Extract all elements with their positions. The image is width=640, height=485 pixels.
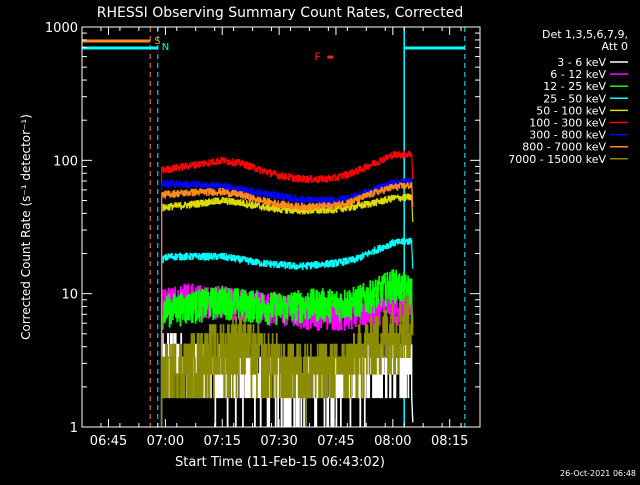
- y-tick-label-100: 100: [53, 154, 78, 169]
- x-tick-label-08-00: 08:00: [374, 434, 411, 449]
- y-axis-ticks: 1 10 100 1000: [45, 21, 480, 436]
- x-axis-ticks: 06:45 07:00 07:15 07:30 07:45 08:00 08:15: [81, 27, 481, 449]
- legend-label-7000-15000-kev: 7000 - 15000 keV: [508, 153, 606, 166]
- series-line-100-300-kev: [161, 150, 414, 427]
- legend-label-3-6-kev: 3 - 6 keV: [557, 56, 606, 69]
- series-line-25-50-kev: [161, 237, 414, 427]
- interval-label-night-1: N: [162, 42, 169, 53]
- x-tick-label-08-15: 08:15: [431, 434, 468, 449]
- legend-label-6-12-kev: 6 - 12 keV: [550, 68, 606, 81]
- legend-label-100-300-kev: 100 - 300 keV: [529, 117, 606, 130]
- y-tick-label-1000: 1000: [45, 21, 78, 36]
- x-tick-label-07-15: 07:15: [204, 434, 241, 449]
- x-tick-label-07-00: 07:00: [147, 434, 184, 449]
- y-tick-label-10: 10: [61, 288, 78, 303]
- legend-label-50-100-kev: 50 - 100 keV: [536, 104, 606, 117]
- chart-title: RHESSI Observing Summary Count Rates, Co…: [97, 5, 463, 21]
- x-tick-label-06-45: 06:45: [90, 434, 127, 449]
- interval-label-saa-0: S: [154, 36, 160, 47]
- series-line-50-100-kev: [161, 193, 414, 427]
- y-tick-label-1: 1: [70, 421, 78, 436]
- x-tick-label-07-45: 07:45: [317, 434, 354, 449]
- plot-frame: [81, 26, 481, 428]
- series-line-12-25-kev: [160, 269, 414, 427]
- data-series: [160, 150, 414, 427]
- y-axis-label: Corrected Count Rate (s⁻¹ detector⁻¹): [19, 114, 33, 340]
- series-line-800-7000-kev: [161, 181, 414, 427]
- footer-timestamp: 26-Oct-2021 06:48: [560, 469, 636, 478]
- legend-label-800-7000-kev: 800 - 7000 keV: [522, 141, 606, 154]
- x-tick-label-07-30: 07:30: [260, 434, 297, 449]
- x-axis-label: Start Time (11-Feb-15 06:43:02): [175, 455, 385, 470]
- legend-label-12-25-kev: 12 - 25 keV: [543, 80, 606, 93]
- detector-info-line-1: Det 1,3,5,6,7,9,: [542, 28, 628, 41]
- legend-label-25-50-kev: 25 - 50 keV: [543, 92, 606, 105]
- legend-label-300-800-kev: 300 - 800 keV: [529, 129, 606, 142]
- detector-info-line-2: Att 0: [602, 40, 628, 53]
- flare-markers: F: [314, 51, 334, 64]
- series-line-7000-15000-kev: [160, 293, 414, 427]
- flare-marker-dot: [327, 55, 334, 59]
- flare-marker-label: F: [314, 51, 320, 64]
